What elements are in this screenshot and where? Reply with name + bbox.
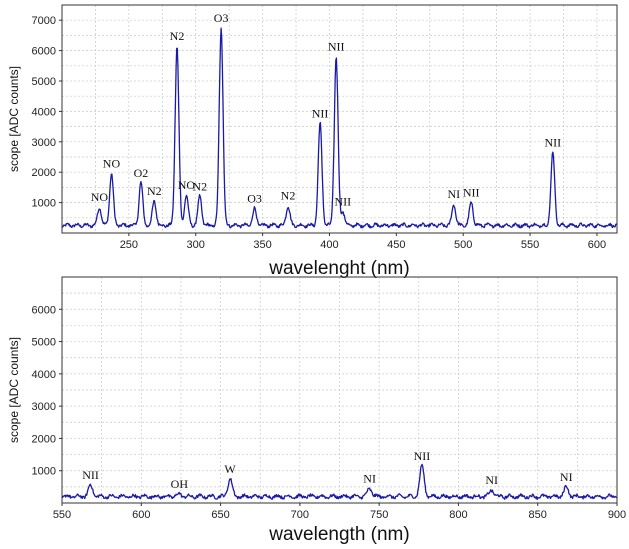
y-axis-label: scope [ADC counts]: [7, 66, 21, 172]
spectrum-line: [61, 463, 618, 500]
plot-frame: [61, 276, 618, 504]
peak-label: NII: [335, 195, 352, 209]
peak-label: NII: [312, 107, 329, 121]
x-axis-label: wavelenght (nm): [268, 258, 409, 279]
x-tick-label: 600: [588, 239, 606, 251]
x-tick-label: 500: [454, 239, 472, 251]
plot-frame: [61, 4, 618, 234]
peak-label: O3: [247, 192, 262, 206]
y-tick-label: 4000: [32, 369, 56, 381]
y-tick-label: 6000: [32, 304, 56, 316]
peak-label: NI: [363, 471, 376, 485]
x-tick-label: 250: [120, 239, 138, 251]
upper-spectrum-panel: 1000 2000 3000 4000 5000 6000 7000 250 300 350 400…: [7, 4, 618, 279]
x-tick-label: 450: [387, 239, 405, 251]
x-tick-label: 750: [370, 509, 388, 521]
y-axis-label: scope [ADC counts]: [7, 337, 21, 443]
y-tick-label: 6000: [32, 46, 56, 58]
y-tick-label: 2000: [32, 167, 56, 179]
x-tick-label: 900: [608, 509, 626, 521]
peak-label: N2: [192, 180, 207, 194]
y-tick-label: 5000: [32, 76, 56, 88]
peak-label: N2: [170, 29, 185, 43]
x-tick-label: 400: [320, 239, 338, 251]
peak-label: N2: [147, 184, 162, 198]
spectrum-line: [61, 27, 618, 229]
peak-label: NII: [414, 449, 431, 463]
peak-label: O3: [214, 11, 229, 25]
y-tick-label: 7000: [32, 15, 56, 27]
peak-label: NII: [463, 186, 480, 200]
y-tick-label: 3000: [32, 401, 56, 413]
x-tick-label: 550: [521, 239, 539, 251]
peak-label: NI: [560, 470, 573, 484]
x-tick-label: 350: [253, 239, 271, 251]
peak-label: NI: [485, 473, 498, 487]
y-tick-label: 5000: [32, 337, 56, 349]
y-tick-label: 1000: [32, 466, 56, 478]
y-tick-label: 3000: [32, 137, 56, 149]
y-tick-label: 4000: [32, 106, 56, 118]
x-tick-label: 800: [449, 509, 467, 521]
peak-label: O2: [134, 166, 149, 180]
x-axis-label: wavelength (nm): [268, 524, 409, 545]
lower-spectrum-panel: 1000 2000 3000 4000 5000 6000 550 600 650 700 750 8…: [7, 276, 626, 545]
x-tick-label: 700: [291, 509, 309, 521]
peak-label: OH: [171, 477, 189, 491]
peak-label: NII: [328, 40, 345, 54]
peak-label: NO: [178, 178, 196, 192]
x-tick-label: 550: [53, 509, 71, 521]
peak-label: NII: [82, 468, 99, 482]
peak-label: W: [224, 462, 236, 476]
x-tick-label: 600: [132, 509, 150, 521]
peak-label: NII: [544, 135, 561, 149]
x-tick-label: 850: [529, 509, 547, 521]
peak-label: NO: [103, 157, 121, 171]
peak-label: N2: [281, 189, 296, 203]
peak-label: NO: [91, 190, 109, 204]
x-tick-label: 650: [211, 509, 229, 521]
y-tick-label: 2000: [32, 433, 56, 445]
y-tick-label: 1000: [32, 198, 56, 210]
peak-label: NI: [448, 187, 461, 201]
x-tick-label: 300: [187, 239, 205, 251]
